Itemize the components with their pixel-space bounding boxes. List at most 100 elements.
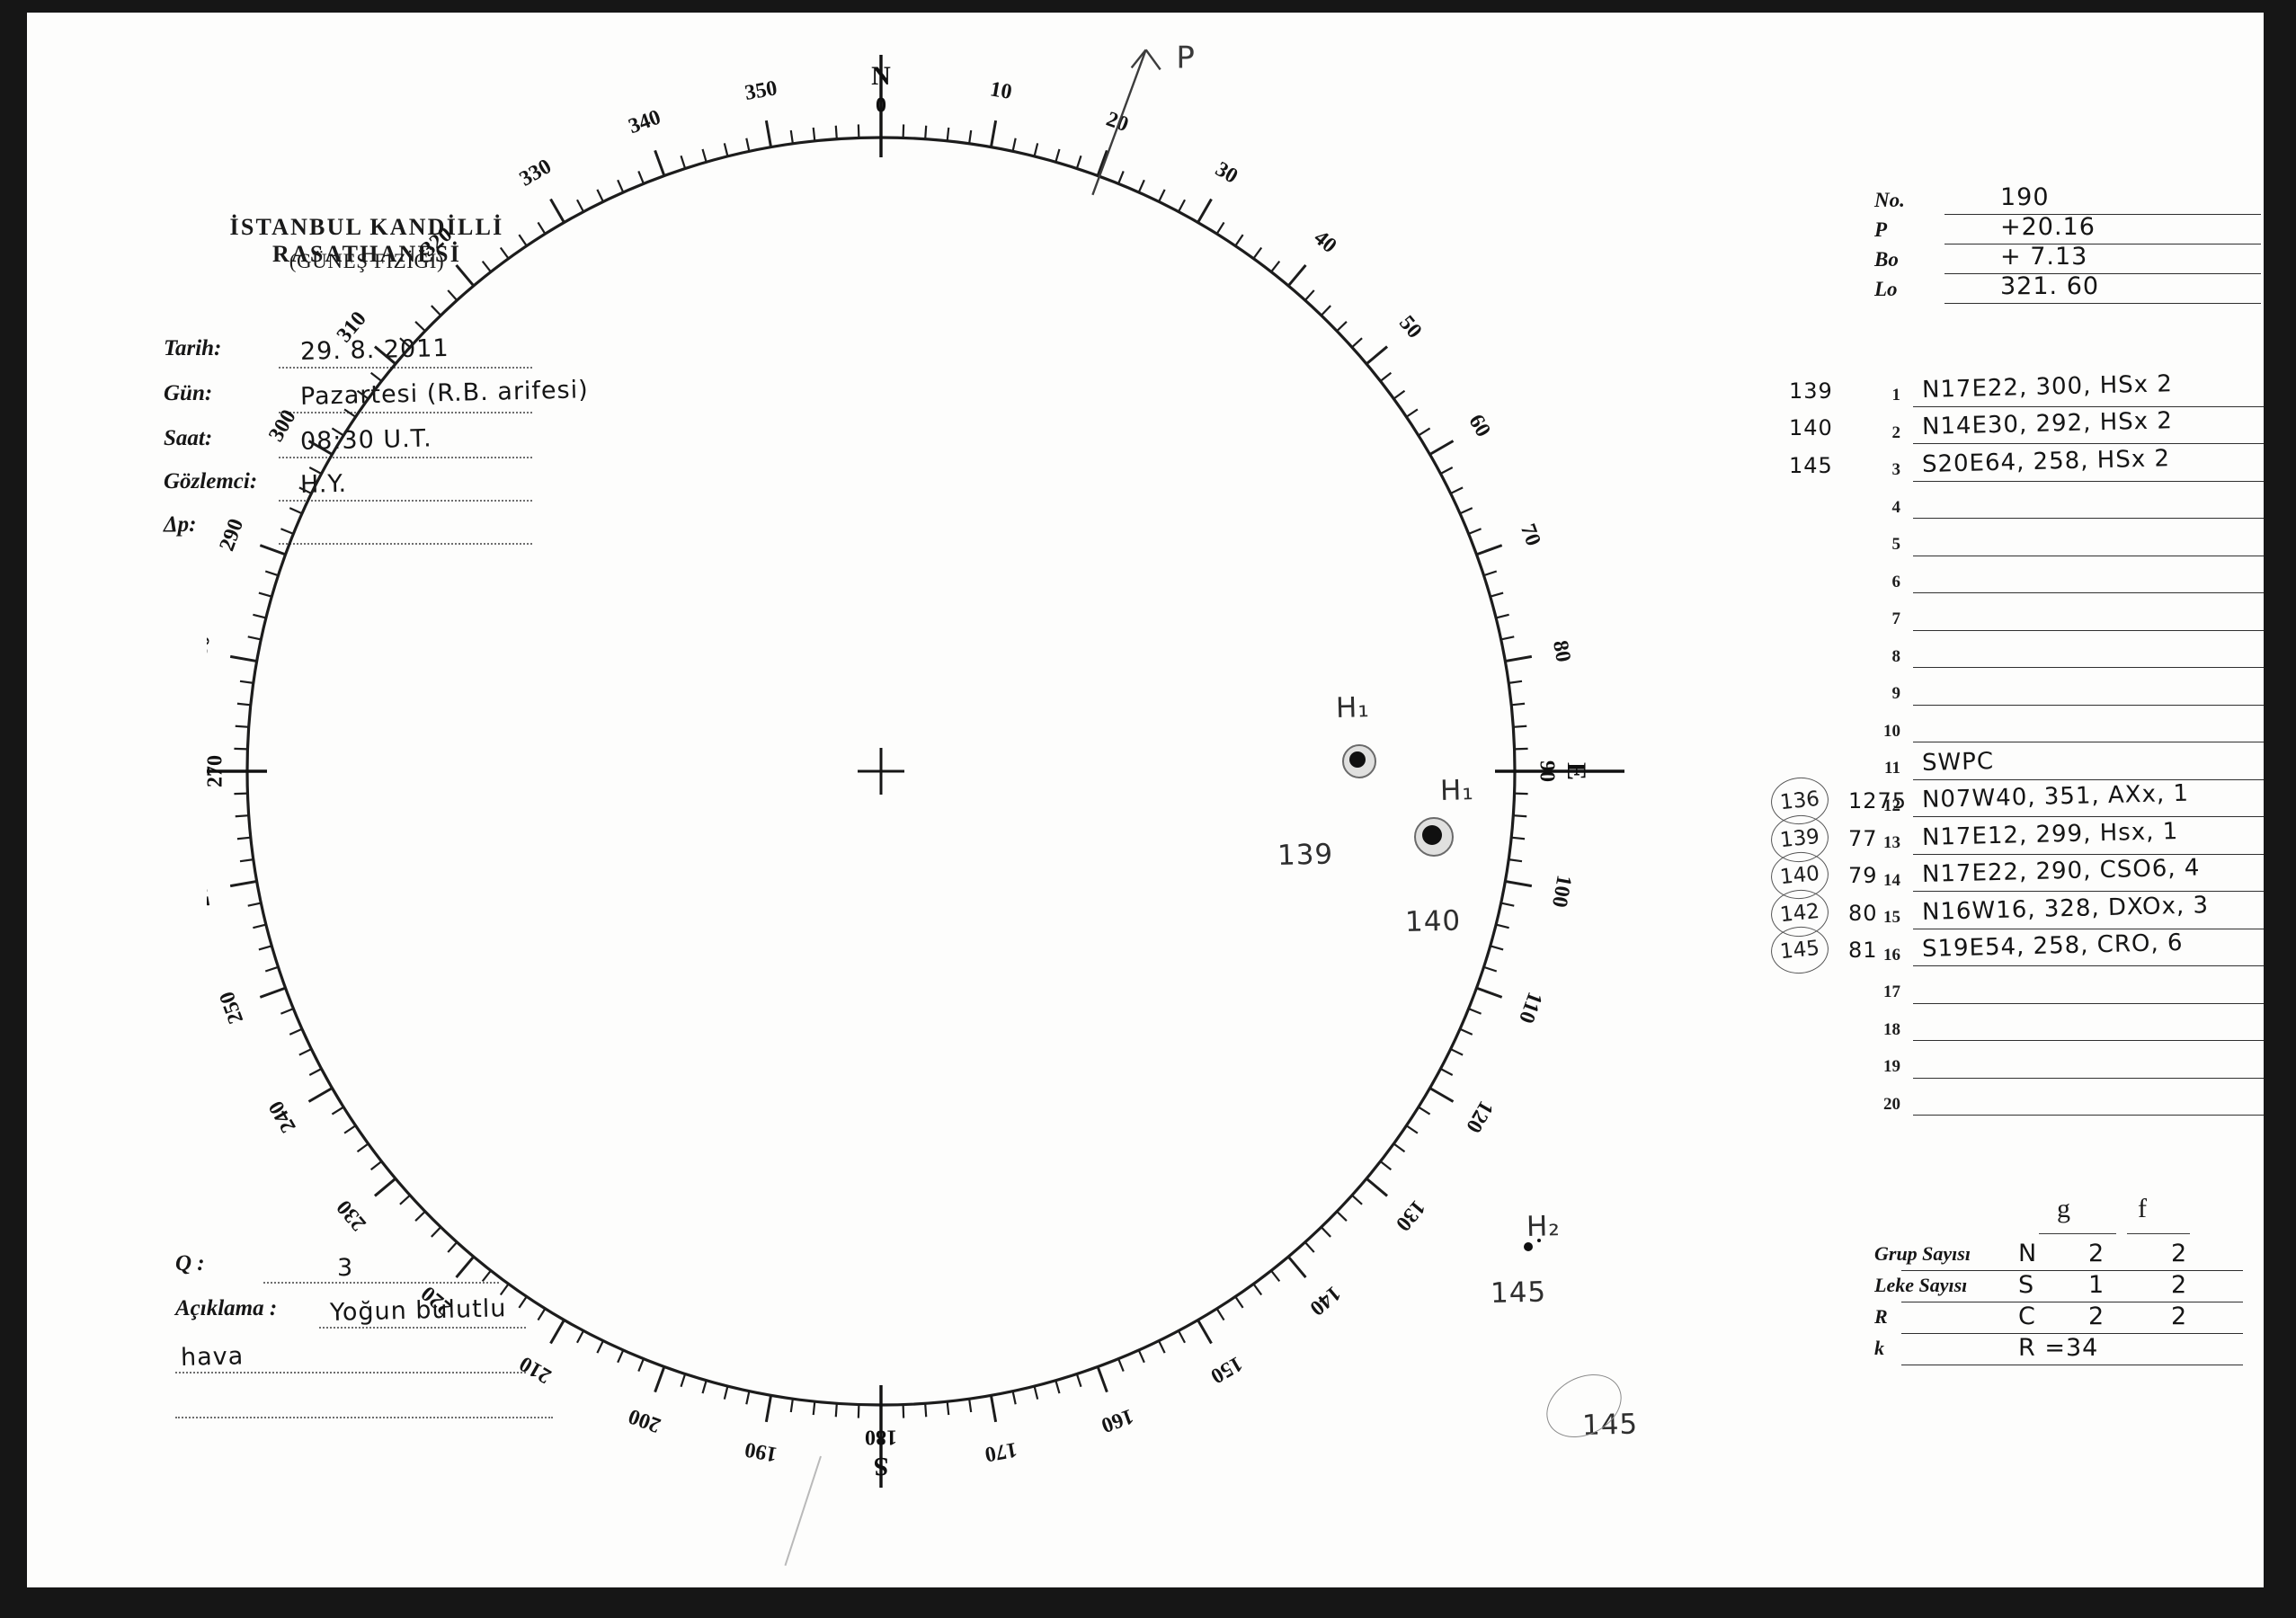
form-field-4[interactable]: Δp: <box>164 509 532 550</box>
form-field-label-2: Saat: <box>164 426 213 450</box>
degree-label-120: 120 <box>1461 1097 1498 1136</box>
group-value-13: N17E12, 299, Hsx, 1 <box>1921 817 2179 851</box>
scan-border-top <box>0 0 2296 13</box>
form-field-2[interactable]: Saat: 08:30 U.T. <box>164 422 532 464</box>
group-row-14[interactable]: 140 79 14 N17E22, 290, CSO6, 4 <box>1768 849 2264 902</box>
summary-row-0[interactable]: Grup Sayısı N 2 2 <box>1874 1240 2243 1272</box>
sunspot-umbra-1 <box>1422 825 1442 845</box>
degree-label-30: 30 <box>1211 157 1241 189</box>
note-field-line3[interactable] <box>175 1382 553 1424</box>
group-row-10[interactable]: 10 <box>1807 709 2264 747</box>
group-row-1[interactable]: 139 1 N17E22, 300, HSx 2 <box>1789 369 2264 411</box>
group-index-20: 20 <box>1883 1094 1900 1114</box>
degree-label-70: 70 <box>1516 520 1545 548</box>
cardinal-s-degree: 180 <box>865 1425 897 1448</box>
summary-col0-2: C <box>2018 1302 2036 1330</box>
group-index-12: 12 <box>1883 796 1900 815</box>
degree-label-220: 220 <box>417 1281 457 1320</box>
summary-key-2: R <box>1874 1305 1888 1328</box>
group-row-6[interactable]: 6 <box>1807 560 2264 598</box>
institution-subtitle: (GÜNEŞ FİZİĞİ) <box>289 250 445 272</box>
summary-underline-f <box>2127 1233 2190 1234</box>
group-index-1: 1 <box>1891 386 1901 404</box>
summary-underline-g <box>2039 1233 2116 1234</box>
note-field[interactable]: Açıklama : Yoğun bulutlu <box>175 1293 526 1334</box>
group-index-14: 14 <box>1883 870 1900 890</box>
p-axis-label: P <box>1176 40 1195 76</box>
degree-label-130: 130 <box>1391 1196 1429 1235</box>
scan-border-bottom <box>0 1587 2296 1618</box>
degree-label-240: 240 <box>264 1097 301 1136</box>
summary-col0-0: N <box>2018 1240 2038 1267</box>
group-row-18[interactable]: 18 <box>1807 1008 2264 1045</box>
cardinal-n-label: N <box>871 61 891 91</box>
group-row-19[interactable]: 19 <box>1807 1045 2264 1082</box>
group-index-10: 10 <box>1883 721 1900 741</box>
group-row-11[interactable]: 11 SWPC <box>1807 746 2264 784</box>
disk-annotation-4: H₂ <box>1526 1210 1562 1243</box>
degree-label-160: 160 <box>1098 1404 1136 1437</box>
summary-col1-0: 2 <box>2088 1240 2105 1267</box>
summary-col0-3: R =34 <box>2018 1334 2099 1362</box>
group-value-12: N07W40, 351, AXx, 1 <box>1921 779 2190 813</box>
degree-label-110: 110 <box>1514 989 1546 1026</box>
note-field-line2[interactable]: hava <box>175 1338 526 1379</box>
cardinal-e-label: E <box>1562 762 1591 780</box>
summary-col-head-g: g <box>2057 1194 2070 1223</box>
group-row-3[interactable]: 145 3 S20E64, 258, HSx 2 <box>1789 445 2264 485</box>
parameter-row-bo[interactable]: Bo + 7.13 <box>1874 243 2261 276</box>
degree-label-310: 310 <box>333 307 371 347</box>
degree-label-190: 190 <box>743 1437 779 1466</box>
parameter-key-3: Lo <box>1874 278 1898 300</box>
parameter-row-lo[interactable]: Lo 321. 60 <box>1874 272 2261 306</box>
group-row-12[interactable]: 136 1275 12 N07W40, 351, AXx, 1 <box>1768 774 2264 828</box>
group-row-7[interactable]: 7 <box>1807 597 2264 635</box>
institution-title: İSTANBUL KANDİLLİ RASATHANESİ <box>229 214 504 267</box>
summary-row-3[interactable]: k R =34 <box>1874 1334 2243 1366</box>
cardinal-s-label: S <box>874 1452 889 1481</box>
group-index-9: 9 <box>1891 684 1901 703</box>
parameter-row-p[interactable]: P +20.16 <box>1874 213 2261 246</box>
paper-background <box>27 13 2264 1587</box>
sunspot-group-list: 139 1 N17E22, 300, HSx 2 140 2 N14E30, 292, H… <box>1768 369 2264 1120</box>
group-index-3: 3 <box>1891 460 1901 479</box>
group-row-8[interactable]: 8 <box>1807 635 2264 672</box>
group-row-5[interactable]: 5 <box>1807 522 2264 560</box>
quality-field[interactable]: Q : 3 <box>175 1248 499 1289</box>
summary-row-1[interactable]: Leke Sayısı S 1 2 <box>1874 1271 2243 1303</box>
degree-label-150: 150 <box>1206 1351 1246 1388</box>
group-row-9[interactable]: 9 <box>1807 671 2264 709</box>
p-axis-arrowhead <box>1130 49 1161 71</box>
group-value-1: N17E22, 300, HSx 2 <box>1921 369 2174 404</box>
form-field-label-4: Δp: <box>164 512 197 537</box>
group-row-16[interactable]: 145 81 16 S19E54, 258, CRO, 6 <box>1768 923 2264 977</box>
disk-annotation-2: 139 <box>1277 838 1334 872</box>
group-row-13[interactable]: 139 77 13 N17E12, 299, Hsx, 1 <box>1768 812 2264 865</box>
summary-col2-0: 2 <box>2171 1240 2188 1267</box>
group-row-2[interactable]: 140 2 N14E30, 292, HSx 2 <box>1789 407 2264 449</box>
group-row-4[interactable]: 4 <box>1807 485 2264 523</box>
parameter-row-no[interactable]: No. 190 <box>1874 183 2261 217</box>
degree-label-280: 280 <box>207 634 215 670</box>
form-field-label-3: Gözlemci: <box>164 469 258 493</box>
summary-key-3: k <box>1874 1337 1884 1359</box>
form-field-3[interactable]: Gözlemci: H.Y. <box>164 466 532 507</box>
summary-col2-2: 2 <box>2171 1302 2188 1330</box>
degree-label-320: 320 <box>417 223 457 262</box>
summary-col1-1: 1 <box>2088 1271 2105 1299</box>
form-field-1[interactable]: Gün: Pazartesi (R.B. arifesi) <box>164 376 589 419</box>
summary-row-2[interactable]: R C 2 2 <box>1874 1302 2243 1335</box>
group-index-2: 2 <box>1891 422 1901 442</box>
group-row-20[interactable]: 20 <box>1807 1082 2264 1120</box>
degree-label-100: 100 <box>1547 873 1576 909</box>
group-index-5: 5 <box>1891 535 1901 554</box>
group-row-17[interactable]: 17 <box>1807 970 2264 1008</box>
parameter-value-0: 190 <box>2000 183 2050 211</box>
group-midvalue-15: 80 <box>1848 900 1878 926</box>
quality-value: 3 <box>337 1254 354 1282</box>
form-field-0[interactable]: Tarih: 29. 8. 2011 <box>164 333 532 374</box>
group-row-15[interactable]: 142 80 15 N16W16, 328, DXOx, 3 <box>1768 886 2264 939</box>
summary-col0-1: S <box>2018 1271 2035 1299</box>
degree-label-230: 230 <box>333 1196 371 1235</box>
